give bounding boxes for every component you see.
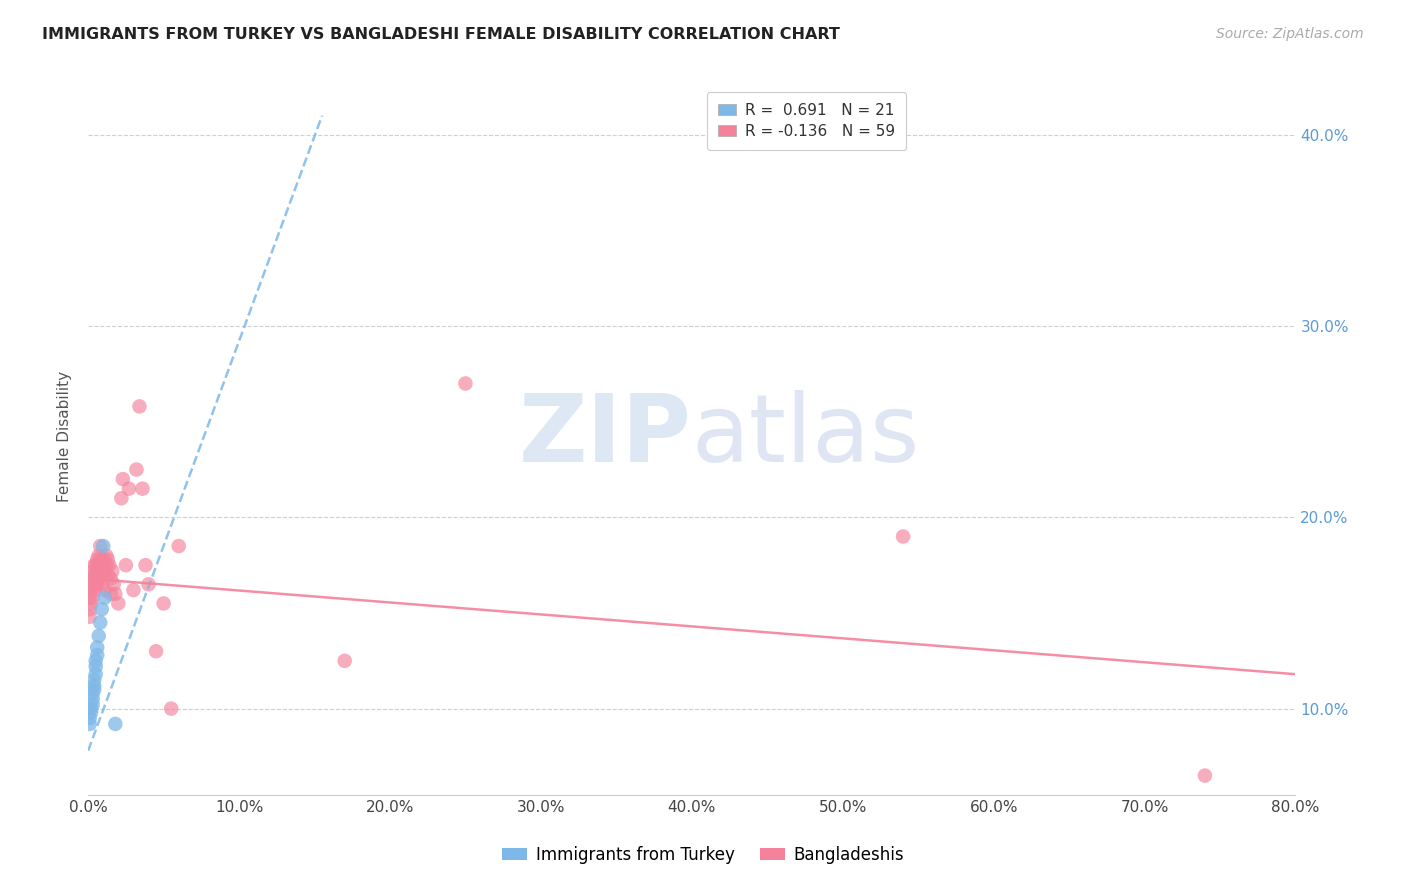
Point <box>82 564 104 578</box>
Point <box>90 577 112 591</box>
Point <box>138 577 160 591</box>
Text: IMMIGRANTS FROM TURKEY VS BANGLADESHI FEMALE DISABILITY CORRELATION CHART: IMMIGRANTS FROM TURKEY VS BANGLADESHI FE… <box>42 27 839 42</box>
Point <box>90 602 112 616</box>
Point <box>110 491 132 506</box>
Point <box>83 577 105 591</box>
Point <box>101 564 124 578</box>
Point <box>86 640 108 655</box>
Point <box>152 596 174 610</box>
Legend: R =  0.691   N = 21, R = -0.136   N = 59: R = 0.691 N = 21, R = -0.136 N = 59 <box>707 92 905 150</box>
Point <box>115 558 138 573</box>
Point <box>89 552 111 566</box>
Point <box>333 654 356 668</box>
Point <box>145 644 167 658</box>
Point <box>98 558 121 573</box>
Point <box>84 582 107 597</box>
Point <box>96 549 118 563</box>
Point <box>87 629 110 643</box>
Point <box>104 587 127 601</box>
Point <box>118 482 141 496</box>
Point <box>86 564 108 578</box>
Point <box>86 648 108 662</box>
Point <box>891 529 914 543</box>
Point <box>82 686 104 700</box>
Point <box>83 682 105 697</box>
Point <box>83 673 105 687</box>
Point <box>89 567 111 582</box>
Point <box>79 591 101 605</box>
Point <box>90 558 112 573</box>
Point <box>91 567 114 582</box>
Point <box>84 558 107 573</box>
Point <box>128 400 150 414</box>
Point <box>82 698 104 712</box>
Point <box>82 572 104 586</box>
Point <box>160 701 183 715</box>
Text: ZIP: ZIP <box>519 390 692 482</box>
Point <box>1194 768 1216 782</box>
Point <box>100 572 122 586</box>
Point <box>94 564 117 578</box>
Point <box>104 717 127 731</box>
Point <box>97 552 120 566</box>
Point <box>84 667 107 681</box>
Point <box>97 567 120 582</box>
Point <box>87 549 110 563</box>
Point <box>80 701 103 715</box>
Text: atlas: atlas <box>692 390 920 482</box>
Point <box>134 558 156 573</box>
Point <box>131 482 153 496</box>
Point <box>83 679 105 693</box>
Point <box>84 659 107 673</box>
Point <box>87 558 110 573</box>
Point <box>79 610 101 624</box>
Point <box>80 596 103 610</box>
Point <box>86 552 108 566</box>
Point <box>83 558 105 573</box>
Point <box>94 582 117 597</box>
Point <box>125 462 148 476</box>
Point <box>107 596 129 610</box>
Point <box>82 692 104 706</box>
Point <box>79 711 101 725</box>
Point <box>86 577 108 591</box>
Point <box>100 587 122 601</box>
Y-axis label: Female Disability: Female Disability <box>58 370 72 501</box>
Point <box>84 572 107 586</box>
Point <box>91 539 114 553</box>
Point <box>91 552 114 566</box>
Point <box>111 472 134 486</box>
Legend: Immigrants from Turkey, Bangladeshis: Immigrants from Turkey, Bangladeshis <box>496 839 910 871</box>
Point <box>103 577 125 591</box>
Point <box>80 706 103 720</box>
Point <box>84 654 107 668</box>
Point <box>94 591 117 605</box>
Point <box>80 582 103 597</box>
Point <box>89 539 111 553</box>
Point <box>167 539 190 553</box>
Point <box>80 577 103 591</box>
Point <box>79 717 101 731</box>
Text: Source: ZipAtlas.com: Source: ZipAtlas.com <box>1216 27 1364 41</box>
Point <box>87 572 110 586</box>
Point <box>79 602 101 616</box>
Point <box>454 376 477 391</box>
Point <box>89 615 111 630</box>
Point <box>82 591 104 605</box>
Point <box>96 558 118 573</box>
Point <box>83 567 105 582</box>
Point <box>122 582 145 597</box>
